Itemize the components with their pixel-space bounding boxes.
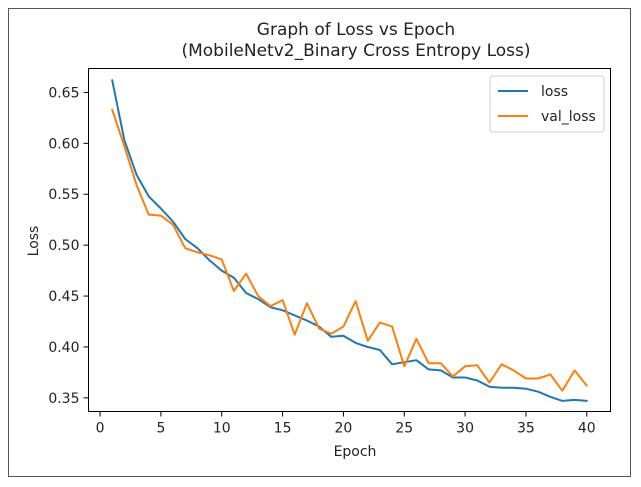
y-axis-label: Loss [26,226,42,257]
legend-label-val-loss: val_loss [541,109,596,125]
x-tick-label: 10 [213,421,231,437]
x-tick-label: 0 [96,421,105,437]
y-tick-label: 0.50 [48,238,79,254]
x-tick-label: 35 [517,421,535,437]
x-tick-label: 15 [274,421,292,437]
y-tick-label: 0.60 [48,136,79,152]
y-tick-label: 0.45 [48,289,79,305]
x-tick-label: 40 [578,421,596,437]
series-lines [111,79,588,402]
series-line-val-loss [111,108,588,392]
y-tick-label: 0.35 [48,391,79,407]
y-axis: 0.35 0.40 0.45 0.50 0.55 0.60 0.65 [48,85,89,407]
legend: loss val_loss [489,75,605,133]
x-tick-label: 30 [456,421,474,437]
x-axis-label: Epoch [334,444,377,460]
series-line-loss [111,79,588,402]
x-tick-label: 5 [156,421,165,437]
y-tick-label: 0.55 [48,187,79,203]
plot-area [88,68,611,412]
y-tick-label: 0.40 [48,340,79,356]
x-axis: 0 5 10 15 20 25 30 35 40 [96,411,596,437]
legend-label-loss: loss [541,84,568,100]
chart-subtitle: (MobileNetv2_Binary Cross Entropy Loss) [181,41,530,61]
y-tick-label: 0.65 [48,85,79,101]
figure-frame [8,8,631,477]
x-tick-label: 25 [395,421,413,437]
chart-title: Graph of Loss vs Epoch [257,20,455,40]
x-tick-label: 20 [335,421,353,437]
